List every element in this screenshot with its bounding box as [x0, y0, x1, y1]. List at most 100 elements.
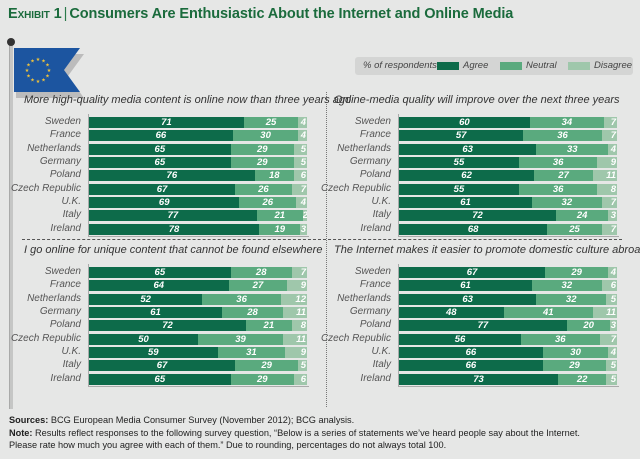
- category-label: Czech Republic: [10, 332, 81, 344]
- legend-caption: % of respondents: [363, 60, 437, 71]
- category-label: Poland: [359, 319, 391, 331]
- bar-row: Netherlands 63 32 5: [337, 293, 617, 305]
- category-label: Czech Republic: [320, 182, 391, 194]
- flag-star: ★: [36, 79, 41, 85]
- category-label: U.K.: [61, 196, 81, 208]
- sources-line: Sources: BCG European Media Consumer Sur…: [9, 414, 580, 427]
- value-axis-baseline: [398, 236, 619, 238]
- agree-segment: 71: [89, 117, 245, 128]
- category-label: Italy: [62, 209, 81, 221]
- neutral-segment: 28: [221, 307, 283, 319]
- category-label: Sweden: [354, 266, 391, 277]
- agree-segment: 52: [89, 293, 204, 305]
- neutral-segment: 29: [545, 267, 609, 278]
- agree-segment: 63: [399, 293, 538, 305]
- sources-text: BCG European Media Consumer Survey (Nove…: [48, 415, 355, 425]
- disagree-segment: 7: [291, 267, 307, 278]
- agree-segment: 76: [89, 170, 256, 182]
- legend-label-neutral: Neutral: [526, 60, 557, 71]
- disagree-segment: 9: [285, 347, 307, 359]
- flag-star: ★: [26, 74, 31, 80]
- flag-star: ★: [47, 68, 52, 74]
- flag-star: ★: [41, 58, 46, 64]
- bar-row: Czech Republic 55 36 8: [321, 183, 617, 195]
- legend-label-disagree: Disagree: [594, 60, 633, 71]
- category-label: Ireland: [360, 372, 391, 384]
- agree-segment: 64: [89, 280, 230, 292]
- exhibit-label: Exhibit 1: [8, 6, 62, 22]
- neutral-segment: 18: [254, 170, 294, 182]
- category-label: Sweden: [44, 266, 81, 277]
- neutral-segment: 29: [235, 360, 299, 372]
- category-label: France: [359, 279, 391, 291]
- agree-segment: 48: [399, 307, 505, 319]
- disagree-segment: 11: [593, 170, 617, 182]
- category-label: Germany: [349, 306, 391, 318]
- footnotes: Sources: BCG European Media Consumer Sur…: [9, 414, 580, 452]
- neutral-segment: 25: [547, 223, 602, 235]
- panel-title: The Internet makes it easier to promote …: [334, 244, 640, 256]
- category-label: Germany: [39, 306, 81, 318]
- category-label: Sweden: [44, 116, 81, 127]
- neutral-segment: 20: [566, 320, 611, 332]
- bar-row: U.K. 59 31 9: [62, 346, 307, 359]
- flag-pole: [9, 44, 13, 409]
- bar-row: Ireland 68 25 7: [360, 223, 617, 235]
- agree-segment: 59: [89, 347, 219, 359]
- category-label: Italy: [372, 209, 391, 221]
- neutral-segment: 36: [518, 183, 598, 195]
- category-label: Poland: [49, 319, 81, 331]
- agree-segment: 61: [89, 307, 223, 319]
- agree-segment: 65: [89, 373, 232, 385]
- flag-star: ★: [41, 78, 46, 84]
- disagree-segment: 8: [597, 183, 617, 195]
- flag-pole-finial: [7, 38, 15, 46]
- disagree-segment: 7: [603, 117, 617, 128]
- neutral-segment: 32: [531, 280, 602, 292]
- disagree-segment: 2: [302, 210, 307, 222]
- disagree-segment: 5: [293, 157, 307, 169]
- neutral-segment: 22: [558, 373, 607, 385]
- agree-segment: 60: [399, 117, 531, 128]
- flag-star: ★: [30, 78, 35, 84]
- bar-row: Sweden 71 25 4: [45, 116, 307, 128]
- vertical-divider: [326, 92, 327, 407]
- agree-segment: 65: [89, 267, 232, 278]
- agree-segment: 61: [399, 197, 533, 209]
- neutral-segment: 31: [217, 347, 286, 359]
- disagree-segment: 4: [298, 117, 307, 128]
- neutral-segment: 26: [239, 197, 297, 209]
- neutral-segment: 32: [531, 197, 602, 209]
- bar-row: Netherlands 65 29 5: [27, 143, 307, 155]
- disagree-segment: 7: [601, 197, 617, 209]
- agree-segment: 56: [399, 333, 523, 345]
- eu-flag-icon: ★ ★★★★★★★★★★★: [14, 48, 84, 98]
- bar-row: U.K. 69 26 4: [62, 196, 307, 209]
- category-label: Italy: [372, 359, 391, 371]
- panel-title: Online-media quality will improve over t…: [334, 94, 620, 106]
- neutral-segment: 21: [245, 320, 292, 332]
- neutral-segment: 21: [256, 210, 303, 222]
- exhibit-title: Exhibit 1 | Consumers Are Enthusiastic Abo…: [8, 6, 513, 22]
- disagree-segment: 11: [593, 307, 617, 319]
- neutral-segment: 36: [523, 130, 602, 142]
- neutral-segment: 36: [202, 293, 281, 305]
- neutral-segment: 36: [518, 157, 598, 169]
- neutral-segment: 25: [243, 117, 299, 128]
- neutral-segment: 24: [555, 210, 609, 222]
- category-label: Poland: [49, 169, 81, 181]
- neutral-segment: 29: [542, 360, 607, 372]
- bar-row: Germany 48 41 11: [350, 306, 617, 319]
- disagree-segment: 4: [298, 130, 307, 142]
- neutral-segment: 27: [534, 170, 594, 182]
- bar-row: U.K. 66 30 4: [372, 346, 617, 359]
- title-text: Consumers Are Enthusiastic About the Int…: [69, 6, 514, 22]
- value-axis-baseline: [88, 386, 309, 388]
- agree-segment: 66: [89, 130, 234, 142]
- flag-star: ★: [26, 63, 31, 69]
- value-axis-baseline: [398, 386, 619, 388]
- bar-row: Poland 62 27 11: [360, 169, 617, 182]
- agree-segment: 67: [89, 360, 237, 372]
- disagree-segment: 4: [608, 347, 617, 359]
- disagree-segment: 5: [606, 293, 617, 305]
